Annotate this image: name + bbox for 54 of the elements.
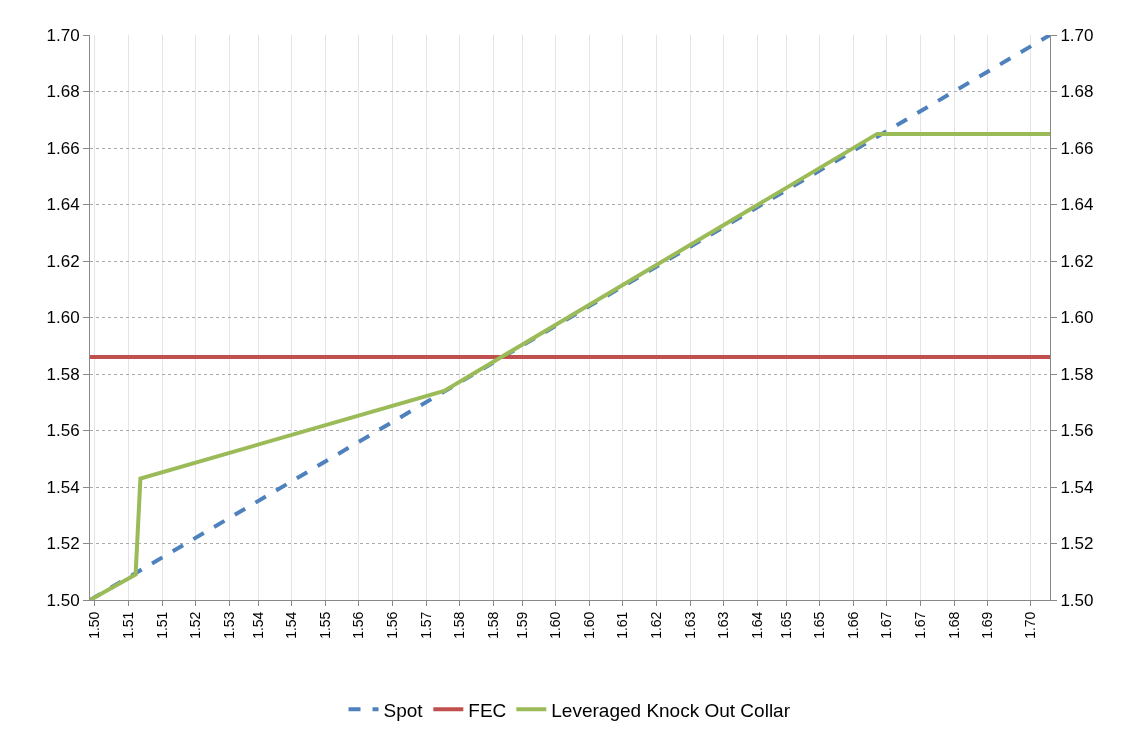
- legend-label: Leveraged Knock Out Collar: [551, 699, 791, 721]
- y2-tick-label: 1.68: [1060, 82, 1094, 102]
- y-tick-label: 1.66: [46, 138, 80, 158]
- x-tick-label: 1.56: [383, 611, 400, 639]
- x-tick-label: 1.54: [283, 611, 300, 639]
- x-tick-label: 1.51: [119, 611, 136, 639]
- y-tick-label: 1.70: [46, 25, 80, 45]
- y-tick-label: 1.64: [46, 195, 80, 215]
- x-tick-label: 1.68: [945, 611, 962, 639]
- y2-tick-label: 1.58: [1060, 364, 1094, 384]
- y-tick-label: 1.52: [46, 534, 80, 554]
- y-tick-label: 1.54: [46, 477, 80, 497]
- y-tick-label: 1.56: [46, 421, 80, 441]
- y2-tick-label: 1.52: [1060, 534, 1094, 554]
- x-tick-label: 1.60: [547, 611, 564, 639]
- x-tick-label: 1.63: [681, 611, 698, 639]
- legend-label: Spot: [383, 699, 424, 721]
- y-tick-label: 1.58: [46, 364, 80, 384]
- x-tick-label: 1.70: [1022, 611, 1039, 639]
- x-tick-label: 1.57: [417, 611, 434, 639]
- y-tick-label: 1.62: [46, 251, 80, 271]
- y2-tick-label: 1.62: [1060, 251, 1094, 271]
- x-tick-label: 1.50: [86, 611, 103, 639]
- y-tick-label: 1.68: [46, 82, 80, 102]
- y-tick-label: 1.60: [46, 308, 80, 328]
- x-tick-label: 1.63: [715, 611, 732, 639]
- x-tick-label: 1.58: [484, 611, 501, 639]
- x-tick-label: 1.62: [647, 611, 664, 639]
- x-tick-label: 1.67: [878, 611, 895, 639]
- x-tick-label: 1.55: [316, 611, 333, 639]
- y2-tick-label: 1.70: [1060, 25, 1094, 45]
- x-tick-label: 1.60: [580, 611, 597, 639]
- y2-tick-label: 1.56: [1060, 421, 1094, 441]
- x-tick-label: 1.64: [748, 611, 765, 639]
- x-tick-label: 1.58: [451, 611, 468, 639]
- y2-tick-label: 1.54: [1060, 477, 1094, 497]
- x-tick-label: 1.69: [979, 611, 996, 639]
- y-tick-label: 1.50: [46, 590, 80, 610]
- x-tick-label: 1.66: [844, 611, 861, 639]
- x-tick-label: 1.53: [220, 611, 237, 639]
- x-tick-label: 1.65: [811, 611, 828, 639]
- x-tick-label: 1.52: [187, 611, 204, 639]
- y2-tick-label: 1.60: [1060, 308, 1094, 328]
- x-tick-label: 1.65: [777, 611, 794, 639]
- x-tick-label: 1.56: [350, 611, 367, 639]
- x-tick-label: 1.51: [153, 611, 170, 639]
- x-tick-label: 1.54: [249, 611, 266, 639]
- y2-tick-label: 1.66: [1060, 138, 1094, 158]
- y2-tick-label: 1.50: [1060, 590, 1094, 610]
- x-tick-label: 1.59: [513, 611, 530, 639]
- x-tick-label: 1.61: [614, 611, 631, 639]
- y2-tick-label: 1.64: [1060, 195, 1094, 215]
- x-tick-label: 1.67: [911, 611, 928, 639]
- legend-label: FEC: [468, 699, 507, 721]
